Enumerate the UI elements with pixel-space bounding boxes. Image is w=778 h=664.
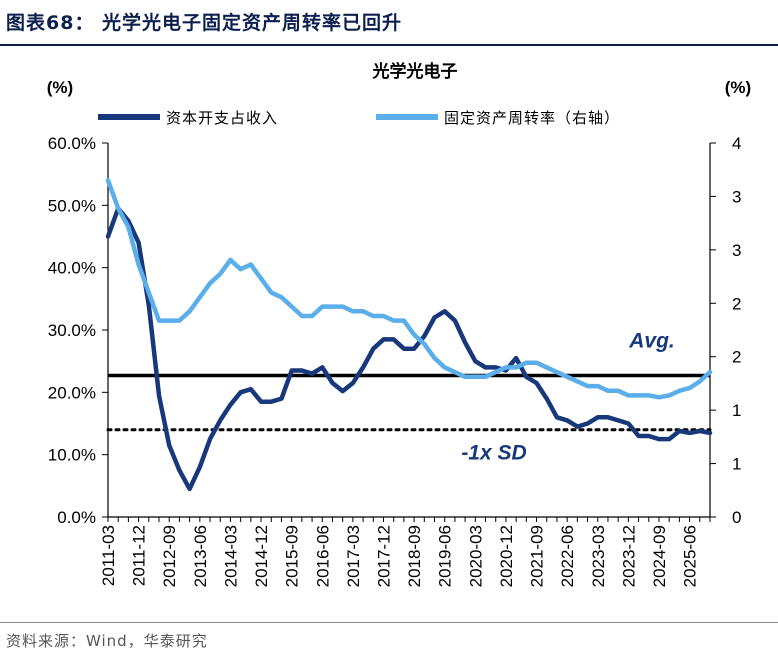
left-axis-unit: (%) [47, 78, 73, 97]
legend-label-capex: 资本开支占收入 [166, 109, 278, 127]
left-tick-label: 10.0% [48, 446, 96, 465]
right-tick-label: 2 [732, 348, 741, 367]
x-tick-label: 2020-03 [466, 525, 485, 587]
axes: 0.0% 10.0% 20.0% 30.0% 40.0% 50.0% 60.0% 0 1 1 2 2 3… [48, 134, 742, 587]
right-tick-label: 1 [732, 401, 741, 420]
x-tick-label: 2024-09 [650, 525, 669, 587]
x-tick-label: 2017-03 [344, 525, 363, 587]
average-label: Avg. [628, 330, 675, 353]
right-axis-unit: (%) [725, 78, 751, 97]
x-tick-label: 2018-09 [405, 525, 424, 587]
legend: 资本开支占收入 固定资产周转率（右轴） [98, 109, 620, 127]
x-tick-label: 2021-09 [528, 525, 547, 587]
x-tick-label: 2017-12 [374, 525, 393, 587]
right-tick-label: 0 [732, 508, 741, 527]
chart-title: 光学光电子 [372, 61, 458, 82]
x-tick-label: 2011-03 [99, 525, 118, 586]
x-tick-label: 2023-03 [589, 525, 608, 587]
x-tick-label: 2014-03 [221, 525, 240, 587]
figure-title: 图表68： 光学光电子固定资产周转率已回升 [6, 12, 403, 34]
left-tick-label: 0.0% [57, 508, 96, 527]
x-tick-label: 2014-12 [252, 525, 271, 587]
right-tick-label: 3 [732, 187, 741, 206]
source-divider [0, 622, 778, 623]
reference-lines [106, 373, 712, 432]
series-line-capex [105, 206, 713, 492]
x-tick-label: 2020-12 [497, 525, 516, 587]
left-tick-label: 50.0% [48, 196, 96, 215]
line-chart: 光学光电子 (%) (%) 资本开支占收入 固定资产周转率（右轴） 0.0%10… [47, 61, 751, 587]
annotations: Avg. -1x SD [461, 330, 674, 465]
left-tick-label: 40.0% [48, 259, 96, 278]
series-line-turnover [105, 178, 713, 400]
x-tick-label: 2025-06 [681, 525, 700, 587]
right-tick-label: 4 [732, 134, 741, 153]
x-tick-label: 2023-12 [619, 525, 638, 587]
x-tick-label: 2019-06 [436, 525, 455, 587]
x-tick-label: 2013-06 [191, 525, 210, 587]
right-tick-label: 1 [732, 455, 741, 474]
minus-1sd-label: -1x SD [461, 442, 526, 465]
x-tick-label: 2015-09 [283, 525, 302, 587]
series-lines [105, 178, 713, 492]
left-tick-label: 60.0% [48, 134, 96, 153]
left-tick-label: 30.0% [48, 321, 96, 340]
x-tick-label: 2012-09 [160, 525, 179, 587]
left-tick-label: 20.0% [48, 383, 96, 402]
legend-label-turnover: 固定资产周转率（右轴） [444, 109, 620, 127]
right-tick-label: 3 [732, 241, 741, 260]
x-tick-label: 2022-06 [558, 525, 577, 587]
source-note: 资料来源：Wind，华泰研究 [6, 632, 208, 650]
right-tick-label: 2 [732, 294, 741, 313]
x-tick-label: 2011-12 [130, 525, 149, 586]
title-divider [0, 44, 778, 46]
x-tick-label: 2016-06 [313, 525, 332, 587]
